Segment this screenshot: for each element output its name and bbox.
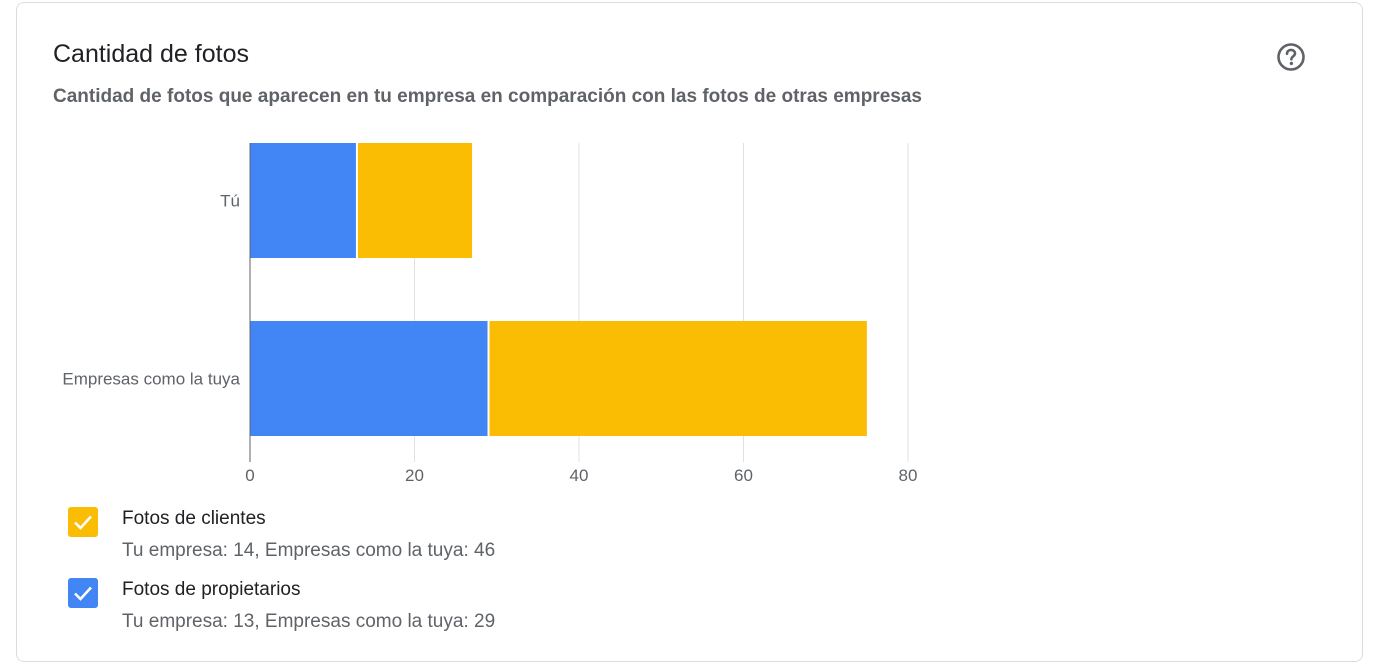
bar-segment xyxy=(488,321,867,436)
x-tick-label: 80 xyxy=(899,466,918,485)
check-icon xyxy=(74,586,92,601)
checkbox-propietarios[interactable] xyxy=(68,578,98,608)
legend-label-propietarios: Fotos de propietarios xyxy=(122,579,301,600)
checkbox-clientes[interactable] xyxy=(68,507,98,537)
x-tick-label: 40 xyxy=(570,466,589,485)
legend-detail-clientes: Tu empresa: 14, Empresas como la tuya: 4… xyxy=(122,540,496,561)
card-title: Cantidad de fotos xyxy=(53,40,249,68)
x-tick-label: 20 xyxy=(405,466,424,485)
legend-label-clientes: Fotos de clientes xyxy=(122,508,266,529)
legend-item-clientes[interactable]: Fotos de clientes Tu empresa: 14, Empres… xyxy=(68,507,495,561)
y-category-label: Tú xyxy=(220,192,240,211)
bar-segment xyxy=(250,143,357,258)
bar-segment xyxy=(250,321,489,436)
check-icon xyxy=(74,515,92,530)
legend-detail-propietarios: Tu empresa: 13, Empresas como la tuya: 2… xyxy=(122,611,496,632)
x-tick-label: 60 xyxy=(734,466,753,485)
y-category-label: Empresas como la tuya xyxy=(62,370,240,389)
card-subtitle: Cantidad de fotos que aparecen en tu emp… xyxy=(53,86,922,107)
help-icon[interactable] xyxy=(1276,42,1306,72)
x-tick-label: 0 xyxy=(245,466,254,485)
bar-segment xyxy=(356,143,473,258)
legend-item-propietarios[interactable]: Fotos de propietarios Tu empresa: 13, Em… xyxy=(68,578,495,632)
